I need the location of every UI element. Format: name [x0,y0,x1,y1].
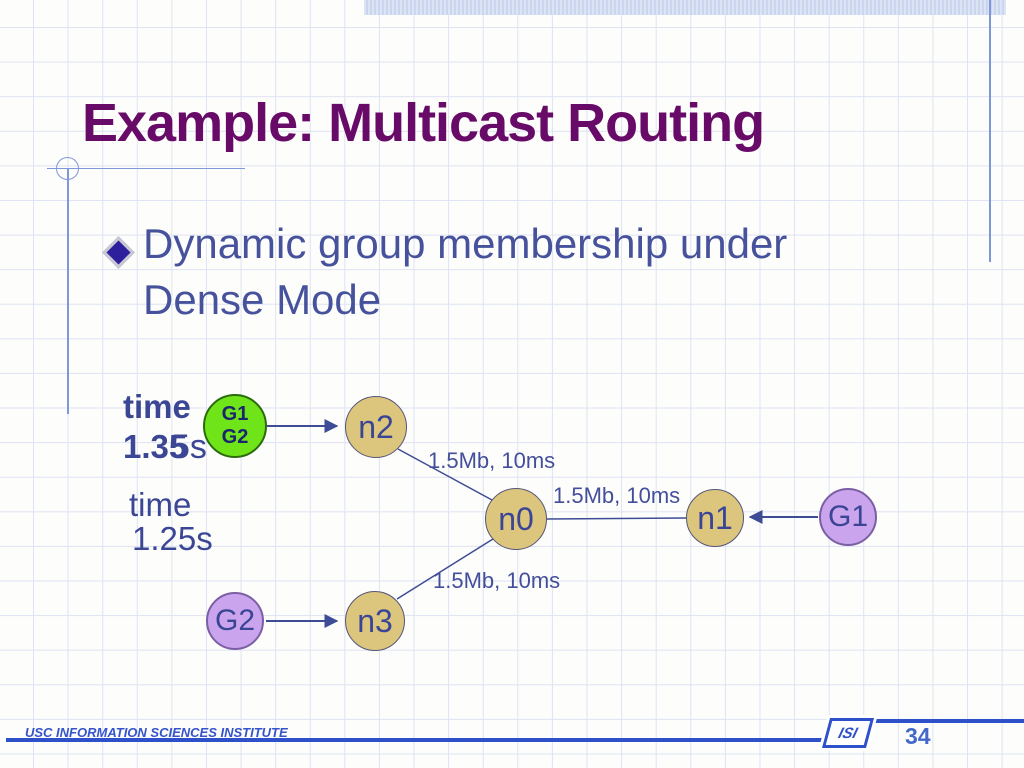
node-g2-label: G2 [214,604,256,637]
node-source-group-label-g1: G1 [221,403,249,425]
node-g2: G2 [206,592,264,650]
bullet-text-line1: Dynamic group membership under [143,220,788,267]
time-label-top-value: 1.35 [123,428,188,465]
node-g1-label: G1 [827,500,869,533]
node-g1: G1 [819,488,877,546]
node-source-group: G1 G2 [203,394,267,458]
node-n0: n0 [485,488,547,550]
isi-logo: ISI [821,718,875,748]
footer-rule-right [862,719,1024,723]
footer-rule-left [6,738,822,742]
footer-institute-text: USC INFORMATION SCIENCES INSTITUTE [25,725,288,740]
time-label-top-word: time [123,388,191,425]
node-n1-label: n1 [697,499,733,536]
link-label-n0-n1: 1.5Mb, 10ms [553,483,681,508]
node-n2: n2 [345,396,407,458]
link-n3-n0 [396,538,494,600]
link-label-n2-n0: 1.5Mb, 10ms [428,448,556,473]
left-accent-line [67,169,69,414]
bullet-text-line2: Dense Mode [143,276,382,323]
link-n2-n0 [397,448,493,501]
title-underline [47,168,245,169]
time-label-bottom-value: 1.25s [132,520,213,557]
page-number: 34 [905,723,931,749]
link-n0-n1 [546,517,687,520]
node-n0-label: n0 [498,500,534,537]
node-source-group-label-g2: G2 [221,426,249,448]
node-n3: n3 [345,591,405,651]
link-label-n3-n0: 1.5Mb, 10ms [433,568,561,593]
isi-logo-text: ISI [836,724,860,742]
node-n1: n1 [686,489,744,547]
slide-title: Example: Multicast Routing [82,93,765,153]
time-label-bottom-word: time [129,486,192,523]
node-n3-label: n3 [357,602,393,639]
node-n2-label: n2 [358,408,394,445]
time-label-top-ghost: 5s [171,428,207,466]
top-accent-band [364,0,1006,15]
right-accent-line [989,0,991,262]
